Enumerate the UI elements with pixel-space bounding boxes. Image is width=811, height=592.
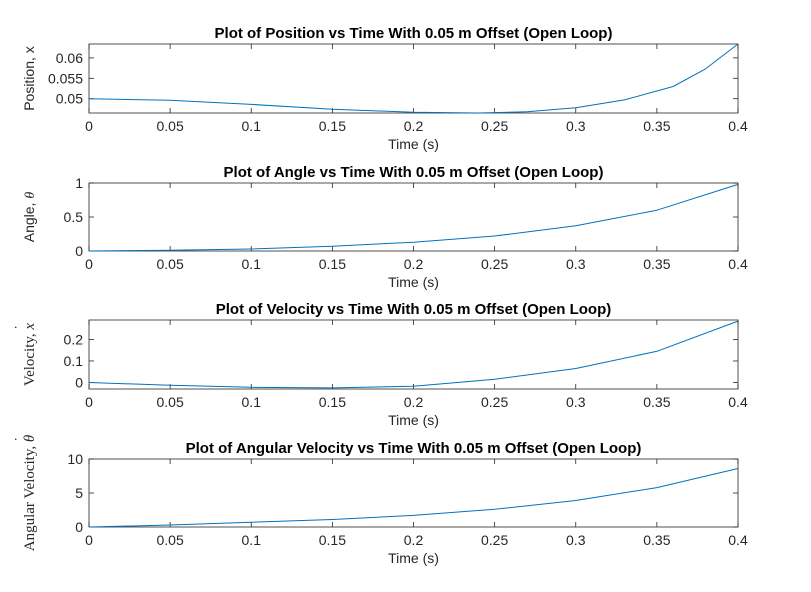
x-tick-label: 0.4 (728, 394, 748, 410)
x-tick-label: 0.35 (643, 394, 670, 410)
x-tick-label: 0.2 (404, 532, 424, 548)
y-axis-label-text: Angle, (21, 199, 37, 243)
axes-box (88, 43, 739, 114)
series-line (88, 183, 739, 252)
subplot-1: Plot of Position vs Time With 0.05 m Off… (21, 25, 748, 152)
axes-box (88, 458, 739, 528)
y-tick-label: 0.05 (56, 91, 83, 107)
x-tick-label: 0.3 (566, 532, 586, 548)
y-tick-label: 5 (75, 485, 83, 501)
x-tick-label: 0.15 (319, 394, 346, 410)
x-tick-label: 0.25 (481, 118, 508, 134)
y-axis-label-symbol: x (22, 323, 38, 331)
y-tick-label: 1 (75, 175, 83, 191)
y-axis-label-dot: ˙ (13, 437, 29, 442)
y-tick-label: 10 (67, 451, 83, 467)
x-tick-label: 0.1 (242, 532, 262, 548)
y-tick-label: 0.055 (48, 70, 83, 86)
y-axis-label-symbol: θ (23, 192, 38, 199)
x-axis-label: Time (s) (388, 550, 439, 566)
x-tick-label: 0.25 (481, 256, 508, 272)
x-tick-label: 0.35 (643, 118, 670, 134)
y-axis-label-dot: ˙ (13, 325, 29, 330)
subplot-3: Plot of Velocity vs Time With 0.05 m Off… (13, 301, 748, 428)
x-tick-label: 0 (85, 394, 93, 410)
x-tick-label: 0.2 (404, 256, 424, 272)
x-tick-label: 0.4 (728, 256, 748, 272)
subplot-4: Plot of Angular Velocity vs Time With 0.… (13, 434, 748, 566)
y-tick-label: 0.06 (56, 50, 83, 66)
series-line (88, 320, 739, 389)
y-tick-label: 0 (75, 519, 83, 535)
series-line (88, 43, 739, 114)
x-tick-label: 0.15 (319, 256, 346, 272)
y-axis-label-symbol: θ (22, 434, 38, 442)
y-axis-label: Angular Velocity, θ˙ (13, 434, 38, 551)
x-tick-label: 0.2 (404, 394, 424, 410)
x-axis-label: Time (s) (388, 274, 439, 290)
chart-title: Plot of Angular Velocity vs Time With 0.… (186, 440, 642, 457)
x-tick-label: 0.05 (157, 256, 184, 272)
x-tick-label: 0 (85, 118, 93, 134)
x-tick-label: 0.1 (242, 118, 262, 134)
y-tick-label: 0.5 (64, 209, 84, 225)
chart-title: Plot of Velocity vs Time With 0.05 m Off… (216, 301, 611, 318)
y-axis-label: Velocity, x˙ (13, 323, 38, 387)
x-tick-label: 0.4 (728, 118, 748, 134)
x-tick-label: 0.1 (242, 394, 262, 410)
x-tick-label: 0.2 (404, 118, 424, 134)
y-axis-label-text: Velocity, (22, 330, 38, 387)
x-axis-label: Time (s) (388, 412, 439, 428)
chart-title: Plot of Angle vs Time With 0.05 m Offset… (224, 164, 604, 181)
x-tick-label: 0.3 (566, 394, 586, 410)
x-tick-label: 0.15 (319, 532, 346, 548)
y-axis-label-text: Angular Velocity, (22, 442, 38, 551)
axes-box (88, 182, 739, 252)
y-tick-label: 0 (75, 375, 83, 391)
x-tick-label: 0.05 (157, 118, 184, 134)
y-tick-label: 0.1 (64, 353, 84, 369)
x-tick-label: 0.25 (481, 394, 508, 410)
x-axis-label: Time (s) (388, 136, 439, 152)
x-tick-label: 0.3 (566, 118, 586, 134)
y-tick-label: 0 (75, 243, 83, 259)
chart-title: Plot of Position vs Time With 0.05 m Off… (215, 25, 613, 42)
x-tick-label: 0.25 (481, 532, 508, 548)
x-tick-label: 0 (85, 532, 93, 548)
x-tick-label: 0.4 (728, 532, 748, 548)
subplot-2: Plot of Angle vs Time With 0.05 m Offset… (21, 164, 748, 290)
y-axis-label-text: Position, x (21, 46, 37, 111)
axes-box (88, 319, 739, 390)
x-tick-label: 0.05 (157, 532, 184, 548)
x-tick-label: 0.05 (157, 394, 184, 410)
series-line (88, 468, 739, 528)
y-axis-label: Position, x (21, 46, 37, 111)
x-tick-label: 0 (85, 256, 93, 272)
x-tick-label: 0.15 (319, 118, 346, 134)
y-tick-label: 0.2 (64, 331, 84, 347)
x-tick-label: 0.35 (643, 256, 670, 272)
x-tick-label: 0.3 (566, 256, 586, 272)
x-tick-label: 0.35 (643, 532, 670, 548)
y-axis-label: Angle, θ (21, 192, 38, 243)
x-tick-label: 0.1 (242, 256, 262, 272)
